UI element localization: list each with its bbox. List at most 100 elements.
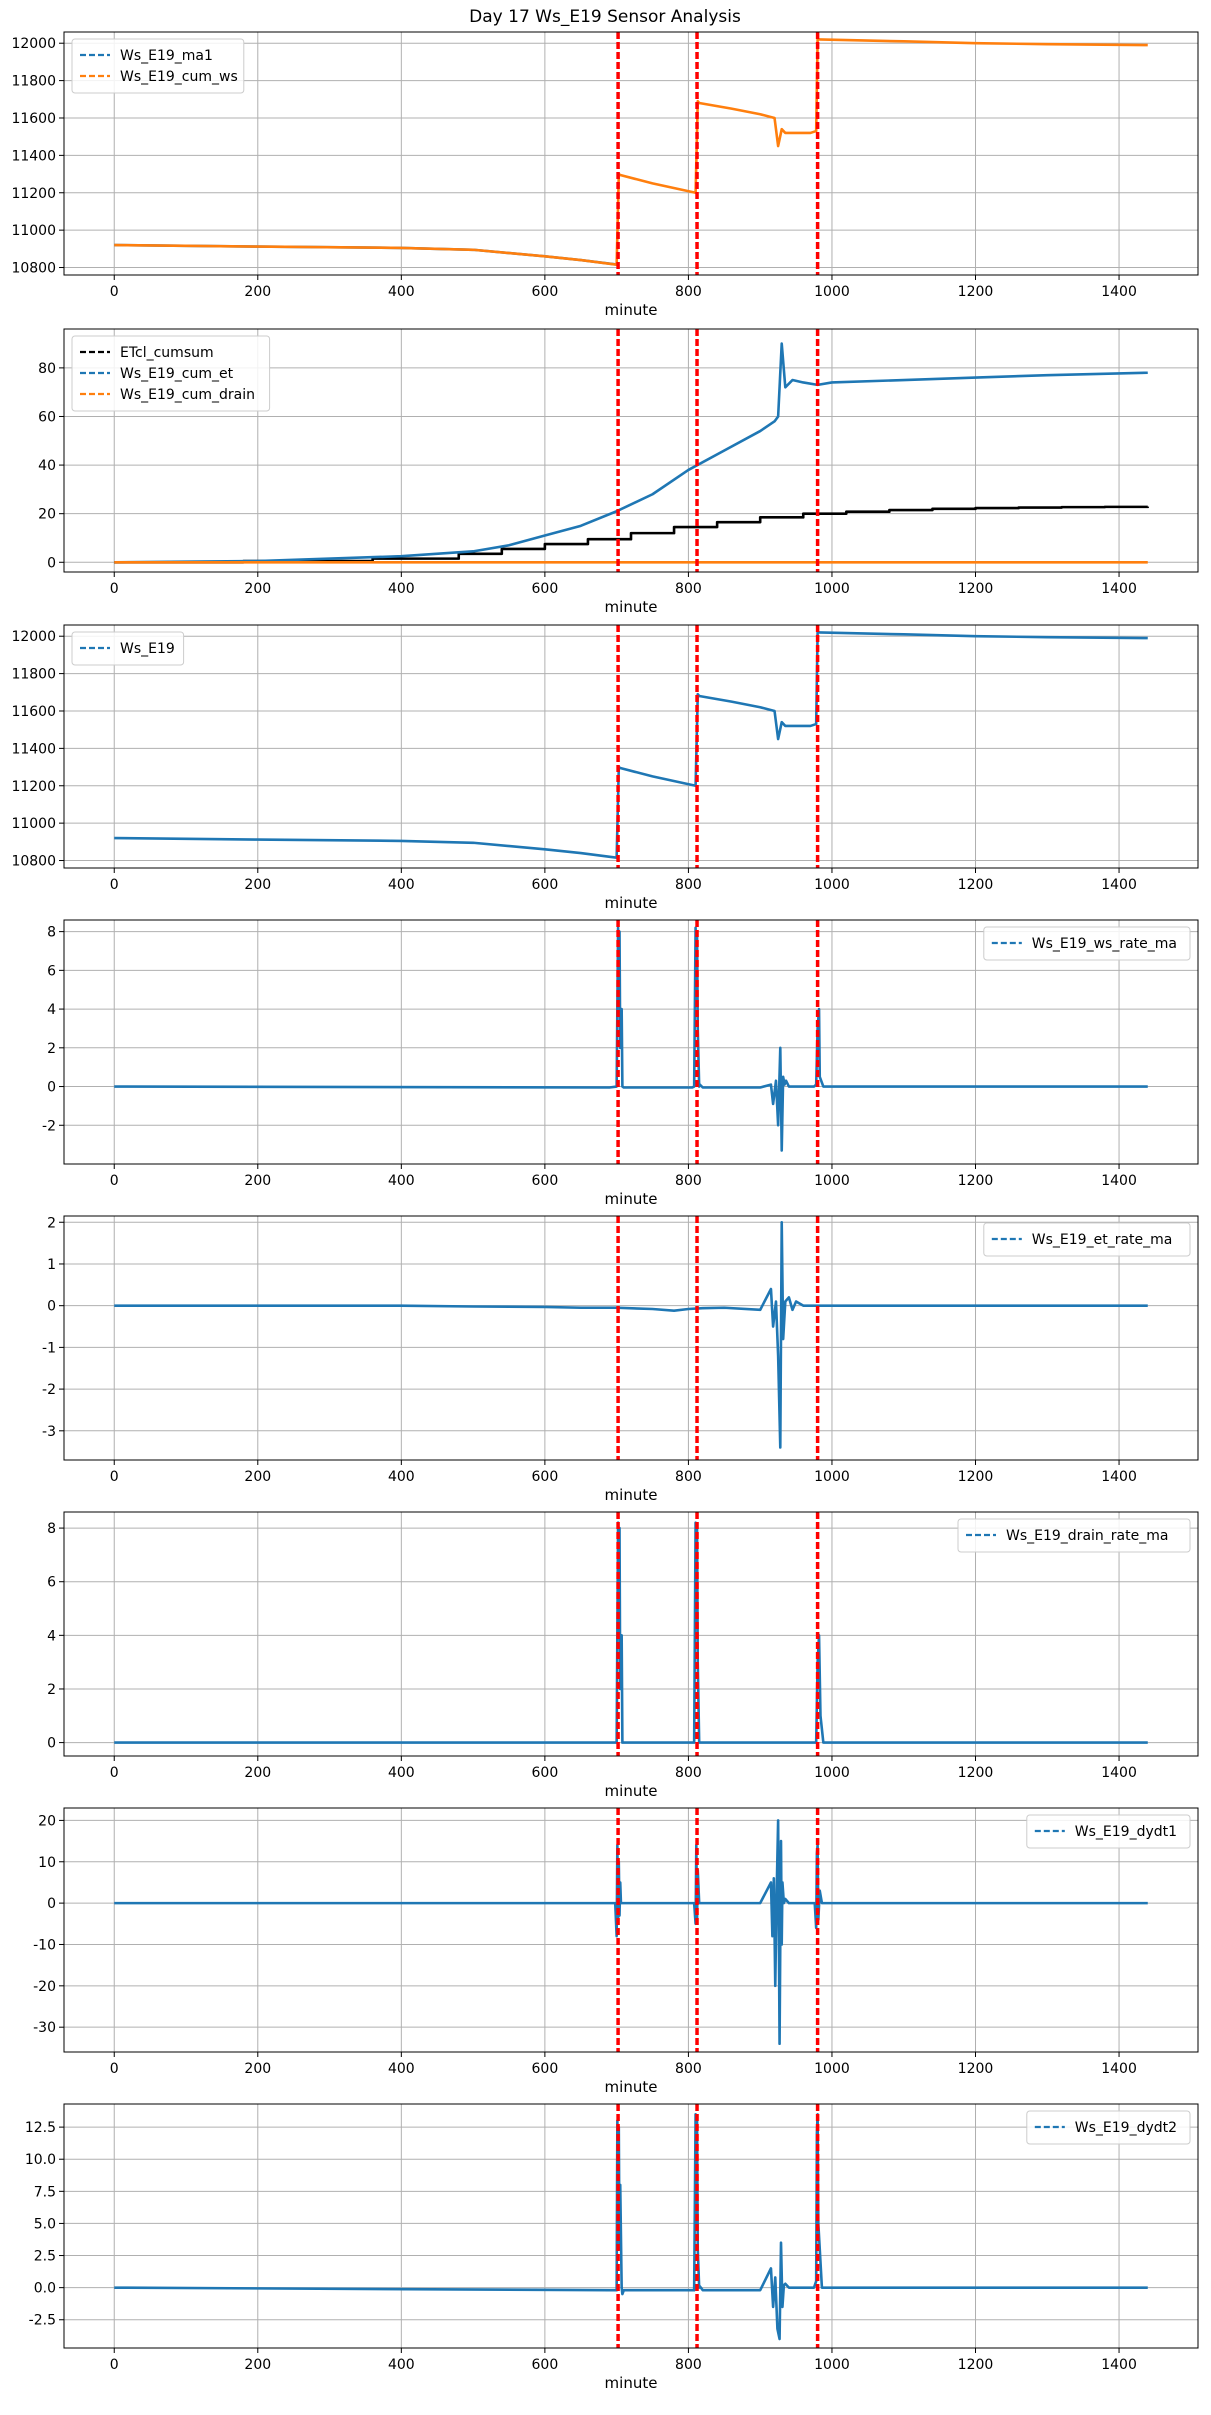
- x-axis-label: minute: [605, 598, 658, 616]
- x-tick-label: 1200: [958, 2061, 994, 2077]
- chart-panel-4: 0 200 400 600 800 1000 1200 1400 -2 0 2 4 6 8 minute Ws…: [42, 919, 1199, 1208]
- x-axis-label: minute: [605, 1782, 658, 1800]
- y-tick-label: 11000: [11, 816, 56, 832]
- y-tick-label: 6: [47, 963, 56, 979]
- legend: Ws_E19_ma1 Ws_E19_cum_ws: [71, 38, 245, 94]
- legend: Ws_E19_dydt2: [1026, 2110, 1191, 2145]
- x-tick-label: 1000: [814, 1173, 850, 1189]
- x-tick-label: 0: [110, 581, 119, 597]
- x-tick-label: 400: [388, 284, 415, 300]
- x-tick-label: 0: [110, 877, 119, 893]
- axes-frame: [63, 2103, 1199, 2349]
- y-tick-label: -1: [42, 1340, 56, 1356]
- series-line-Ws_E19_et_rate_ma: [114, 1220, 1148, 1449]
- legend-label: Ws_E19: [120, 641, 175, 657]
- x-axis-label: minute: [605, 2374, 658, 2392]
- x-tick-label: 1400: [1101, 1765, 1137, 1781]
- y-tick-label: 11000: [11, 223, 56, 239]
- x-tick-label: 1400: [1101, 877, 1137, 893]
- x-tick-label: 400: [388, 877, 415, 893]
- x-tick-label: 1400: [1101, 581, 1137, 597]
- x-tick-label: 1000: [814, 1765, 850, 1781]
- x-tick-label: 1400: [1101, 1469, 1137, 1485]
- y-tick-label: 11600: [11, 704, 56, 720]
- chart-panel-7: 0 200 400 600 800 1000 1200 1400 -30 -20 -10 0 10 20 m…: [33, 1807, 1199, 2096]
- x-tick-label: 200: [244, 1469, 271, 1485]
- x-tick-label: 0: [110, 1173, 119, 1189]
- x-tick-label: 800: [675, 284, 702, 300]
- x-tick-label: 400: [388, 2357, 415, 2373]
- x-tick-label: 400: [388, 1173, 415, 1189]
- x-axis-label: minute: [605, 894, 658, 912]
- figure-title: Day 17 Ws_E19 Sensor Analysis: [469, 7, 741, 27]
- x-axis-label: minute: [605, 1190, 658, 1208]
- x-tick-label: 1200: [958, 581, 994, 597]
- y-tick-label: 6: [47, 1575, 56, 1591]
- legend-box: [1026, 2110, 1191, 2145]
- series-group: [114, 342, 1150, 564]
- x-tick-label: 1000: [814, 1469, 850, 1485]
- x-axis-label: minute: [605, 1486, 658, 1504]
- legend-box: [957, 1518, 1191, 1553]
- x-tick-label: 0: [110, 1765, 119, 1781]
- y-tick-label: 10: [38, 1855, 56, 1871]
- x-tick-label: 200: [244, 581, 271, 597]
- y-tick-label: -10: [33, 1937, 56, 1953]
- x-tick-label: 400: [388, 581, 415, 597]
- x-tick-label: 0: [110, 284, 119, 300]
- x-tick-label: 1400: [1101, 2357, 1137, 2373]
- legend: Ws_E19: [71, 631, 185, 666]
- x-tick-label: 800: [675, 1469, 702, 1485]
- y-tick-label: 0: [47, 1080, 56, 1096]
- y-tick-label: 11400: [11, 741, 56, 757]
- legend: Ws_E19_dydt1: [1026, 1814, 1191, 1849]
- y-tick-label: 20: [38, 507, 56, 523]
- x-tick-label: 200: [244, 1173, 271, 1189]
- x-tick-label: 1200: [958, 877, 994, 893]
- x-tick-label: 1000: [814, 284, 850, 300]
- chart-panel-3: 0 200 400 600 800 1000 1200 1400 10800 11000 11200…: [11, 624, 1199, 912]
- x-tick-label: 400: [388, 1469, 415, 1485]
- axes-frame: [63, 31, 1199, 276]
- x-tick-label: 1200: [958, 284, 994, 300]
- y-tick-label: 12000: [11, 36, 56, 52]
- chart-panel-2: 0 200 400 600 800 1000 1200 1400 0 20 40 60 80 minute…: [38, 328, 1199, 616]
- y-tick-label: -2.5: [29, 2313, 56, 2329]
- series-group: [114, 1220, 1148, 1449]
- legend-label: Ws_E19_dydt1: [1075, 1824, 1177, 1840]
- legend-box: [983, 926, 1191, 961]
- x-tick-label: 200: [244, 877, 271, 893]
- chart-panel-6: 0 200 400 600 800 1000 1200 1400 0 2 4 6 8 minute Ws_E…: [47, 1511, 1199, 1800]
- y-tick-label: 0: [47, 1299, 56, 1315]
- y-tick-label: 10800: [11, 261, 56, 277]
- y-tick-label: -2: [42, 1382, 56, 1398]
- legend-box: [71, 38, 245, 94]
- series-line-Ws_E19: [114, 631, 1148, 860]
- x-tick-label: 600: [532, 581, 559, 597]
- x-tick-label: 800: [675, 581, 702, 597]
- y-tick-label: 12.5: [25, 2120, 56, 2136]
- y-tick-label: 60: [38, 409, 56, 425]
- y-tick-label: 10.0: [25, 2152, 56, 2168]
- legend-label: ETcl_cumsum: [120, 345, 214, 361]
- legend-label: Ws_E19_dydt2: [1075, 2120, 1177, 2136]
- x-tick-label: 400: [388, 2061, 415, 2077]
- y-tick-label: 1: [47, 1257, 56, 1273]
- x-tick-label: 1200: [958, 1765, 994, 1781]
- x-tick-label: 1000: [814, 877, 850, 893]
- axes-frame: [63, 624, 1199, 869]
- y-tick-label: 11200: [11, 779, 56, 795]
- x-tick-label: 800: [675, 2061, 702, 2077]
- y-tick-label: 11800: [11, 74, 56, 90]
- x-tick-label: 0: [110, 2357, 119, 2373]
- y-tick-label: 7.5: [34, 2184, 56, 2200]
- legend: Ws_E19_drain_rate_ma: [957, 1518, 1191, 1553]
- y-tick-label: 8: [47, 925, 56, 941]
- axes-frame: [63, 1511, 1199, 1757]
- y-tick-label: 10800: [11, 854, 56, 870]
- y-tick-label: 5.0: [34, 2216, 56, 2232]
- legend-box: [1026, 1814, 1191, 1849]
- x-tick-label: 400: [388, 1765, 415, 1781]
